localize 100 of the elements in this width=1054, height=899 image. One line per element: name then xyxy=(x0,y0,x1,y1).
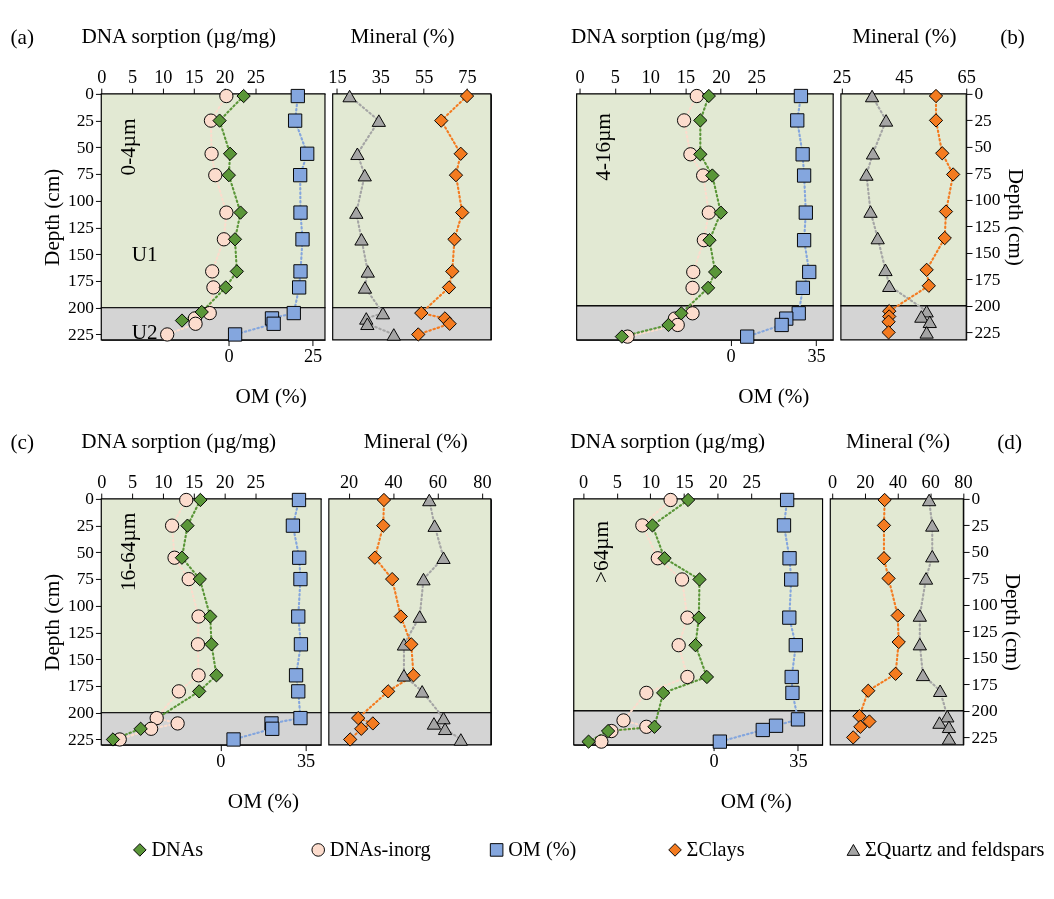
annotation: 4-16µm xyxy=(591,112,616,181)
legend-label: OM (%) xyxy=(508,837,577,861)
chart-title: (c) xyxy=(10,429,34,454)
y-tick-label: 25 xyxy=(971,515,989,535)
x-axis-title: Mineral (%) xyxy=(852,24,957,49)
x-axis-title: Mineral (%) xyxy=(845,429,951,454)
point xyxy=(940,709,955,723)
legend-label: DNAs-inorg xyxy=(329,837,431,861)
point xyxy=(853,719,868,734)
point xyxy=(793,88,809,104)
point xyxy=(427,519,442,532)
point xyxy=(447,232,462,247)
point xyxy=(354,233,369,246)
y-tick-label: 175 xyxy=(974,269,1001,289)
y-tick-label: 125 xyxy=(68,622,95,642)
point xyxy=(351,710,366,726)
legend-label: ΣClays xyxy=(686,837,745,861)
point xyxy=(375,306,391,320)
point xyxy=(878,263,893,277)
x-tick-label: 15 xyxy=(328,66,347,87)
point xyxy=(877,492,892,508)
x-axis-title: OM (%) xyxy=(720,788,792,813)
x-tick-label: 55 xyxy=(415,66,434,87)
point xyxy=(396,669,412,682)
point xyxy=(226,732,241,747)
point xyxy=(922,315,937,329)
point xyxy=(293,168,308,183)
point xyxy=(925,519,940,532)
point xyxy=(774,317,789,333)
point xyxy=(863,205,878,218)
chart-title: (a) xyxy=(10,24,34,49)
point xyxy=(888,666,903,681)
y-tick-label: 225 xyxy=(974,322,1001,342)
band-label: U2 xyxy=(131,319,158,344)
point xyxy=(376,492,392,508)
point xyxy=(437,722,453,736)
point xyxy=(852,709,867,724)
point xyxy=(293,264,308,279)
point xyxy=(350,147,365,161)
point xyxy=(846,730,861,745)
x2-axis-title: DNA sorption (µg/mg) xyxy=(81,429,277,454)
x-tick-label: 0 xyxy=(216,751,226,772)
point xyxy=(357,281,373,294)
y-tick-label: 125 xyxy=(971,621,998,641)
point xyxy=(937,230,952,246)
x-tick-label: 25 xyxy=(832,66,852,87)
point xyxy=(376,518,391,533)
x-tick-label: 35 xyxy=(371,66,390,87)
x-tick-label: 75 xyxy=(458,66,477,87)
point xyxy=(864,89,880,103)
y-tick-label: 50 xyxy=(76,137,95,157)
x-tick-label: 0 xyxy=(224,346,234,367)
y-tick-label: 75 xyxy=(974,163,992,183)
x-tick-label: 80 xyxy=(473,471,492,492)
point xyxy=(371,114,386,127)
y-tick-label: 25 xyxy=(974,110,992,130)
y-tick-label: 150 xyxy=(68,244,95,264)
y-tick-label: 175 xyxy=(68,271,95,291)
y-tick-label: 150 xyxy=(974,243,1001,263)
y-tick-label: 175 xyxy=(68,676,95,696)
point xyxy=(784,572,799,587)
y-tick-label: 225 xyxy=(68,324,95,344)
point xyxy=(881,314,896,329)
point xyxy=(788,638,803,653)
annotation: >64µm xyxy=(588,520,613,583)
point xyxy=(881,325,896,340)
point xyxy=(416,572,431,586)
x-tick-label: 35 xyxy=(789,751,808,772)
point xyxy=(411,327,426,342)
x-tick-label: 0 xyxy=(709,751,719,772)
point xyxy=(448,168,464,183)
point xyxy=(291,684,306,699)
x-tick-label: 35 xyxy=(296,751,316,772)
x2-tick-label: 10 xyxy=(641,66,660,87)
point xyxy=(414,305,429,321)
point xyxy=(349,206,364,219)
point xyxy=(881,571,896,586)
y-tick-label: 100 xyxy=(68,191,95,211)
point xyxy=(941,720,957,734)
x2-tick-label: 10 xyxy=(154,66,173,87)
point xyxy=(265,721,280,736)
x2-axis-title: DNA sorption (µg/mg) xyxy=(570,429,766,454)
point xyxy=(343,732,358,747)
point xyxy=(780,492,795,508)
point xyxy=(441,280,457,295)
y-tick-label: 150 xyxy=(68,649,95,669)
point xyxy=(928,113,944,128)
point xyxy=(768,718,784,733)
y-tick-label: 100 xyxy=(68,596,95,616)
point xyxy=(712,734,727,749)
point xyxy=(436,711,451,725)
y-tick-label: 75 xyxy=(971,568,989,588)
point xyxy=(295,232,310,247)
point xyxy=(293,637,309,652)
point xyxy=(861,683,876,698)
point xyxy=(293,571,308,587)
text: (b) xyxy=(1000,24,1025,49)
x-tick-label: 0 xyxy=(827,471,838,492)
point xyxy=(266,316,281,331)
point xyxy=(890,608,905,623)
